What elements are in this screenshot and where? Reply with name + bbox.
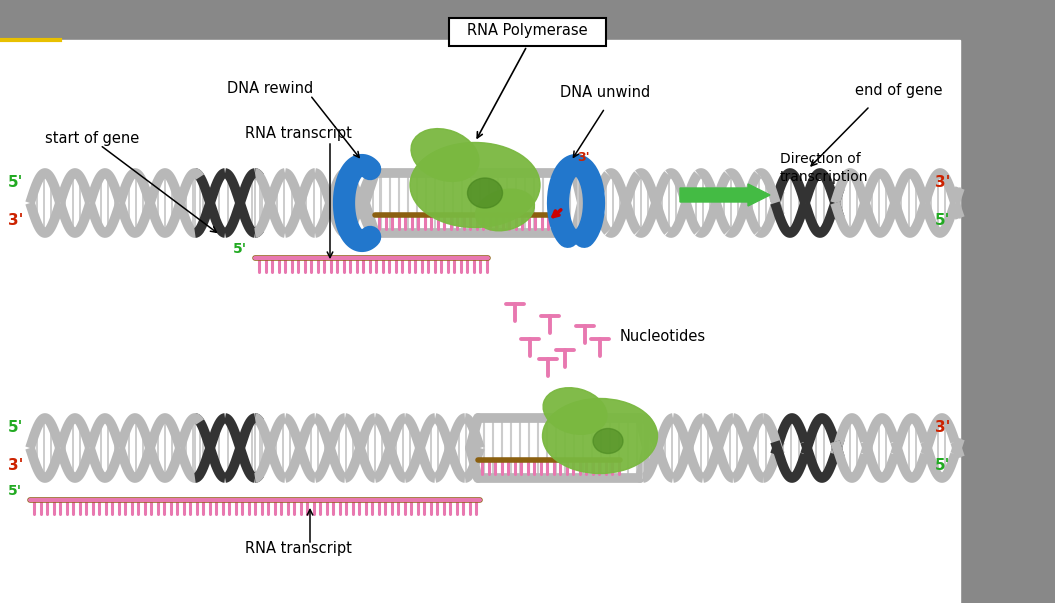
Ellipse shape xyxy=(593,429,624,453)
Text: end of gene: end of gene xyxy=(855,83,942,98)
Ellipse shape xyxy=(542,399,657,473)
FancyArrow shape xyxy=(680,184,770,206)
Ellipse shape xyxy=(410,142,540,227)
Text: Nucleotides: Nucleotides xyxy=(620,329,706,344)
Text: DNA rewind: DNA rewind xyxy=(227,81,313,96)
FancyBboxPatch shape xyxy=(449,18,606,46)
Text: RNA Polymerase: RNA Polymerase xyxy=(466,24,588,39)
Ellipse shape xyxy=(467,178,502,208)
Text: 3': 3' xyxy=(8,458,23,473)
Bar xyxy=(960,0,1055,603)
Text: 5': 5' xyxy=(233,242,247,256)
Ellipse shape xyxy=(411,128,479,182)
Text: RNA transcript: RNA transcript xyxy=(245,541,351,556)
Text: RNA transcript: RNA transcript xyxy=(245,126,351,141)
Text: 3': 3' xyxy=(935,420,951,435)
Text: 5': 5' xyxy=(935,213,951,228)
Ellipse shape xyxy=(543,388,607,434)
Text: 3': 3' xyxy=(935,175,951,190)
Text: 5': 5' xyxy=(8,420,23,435)
Text: start of gene: start of gene xyxy=(45,131,139,146)
Text: Direction of
transcription: Direction of transcription xyxy=(780,151,868,184)
Text: 3': 3' xyxy=(8,213,23,228)
Ellipse shape xyxy=(476,189,535,231)
Text: DNA unwind: DNA unwind xyxy=(560,85,650,100)
Text: 3': 3' xyxy=(577,151,590,164)
Text: 5': 5' xyxy=(8,175,23,190)
Text: 5': 5' xyxy=(935,458,951,473)
Bar xyxy=(0,0,1055,40)
Text: 5': 5' xyxy=(8,484,22,498)
